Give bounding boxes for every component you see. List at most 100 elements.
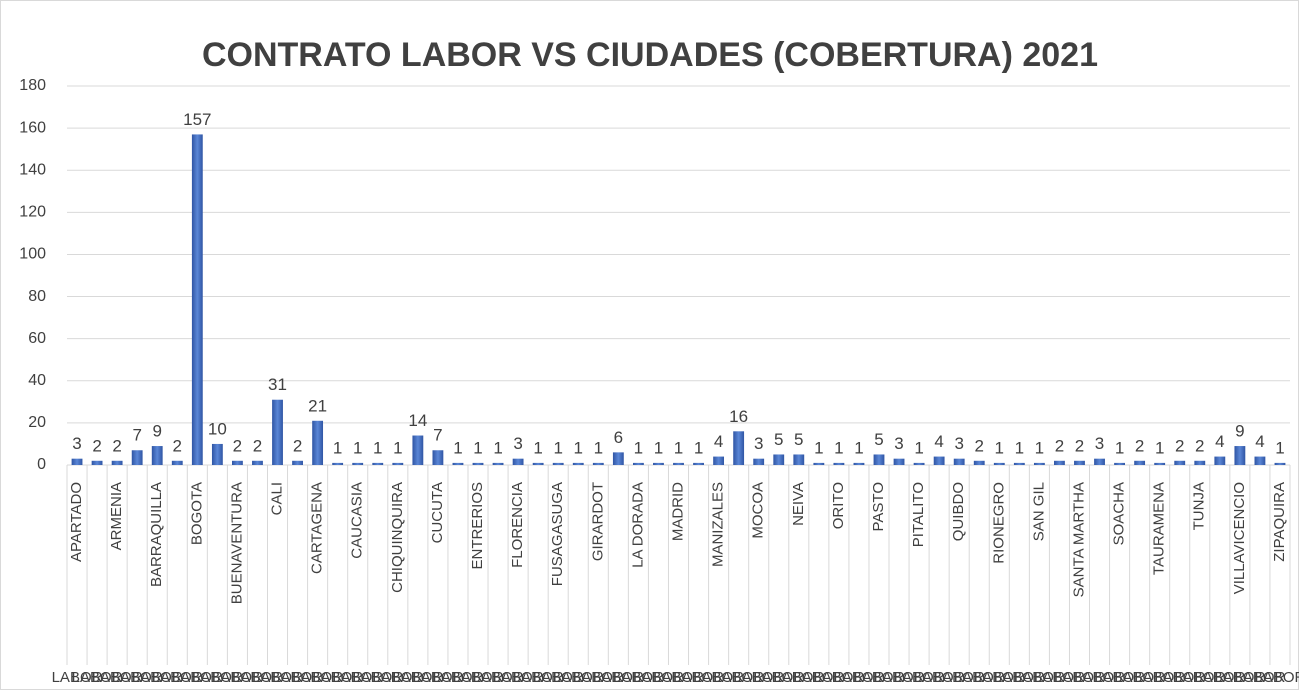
- x-tick-label: SOACHA: [1111, 482, 1128, 545]
- bar: [733, 431, 745, 465]
- group-label: LABOR: [272, 669, 323, 686]
- data-label: 1: [674, 438, 683, 457]
- bar: [211, 443, 223, 465]
- bar: [713, 456, 725, 465]
- data-label: 3: [754, 434, 763, 453]
- data-label: 7: [132, 426, 141, 445]
- x-tick-label: TAURAMENA: [1151, 482, 1168, 575]
- data-label: 10: [208, 419, 227, 438]
- group-label: LABOR: [453, 669, 504, 686]
- group-label: LABOR: [733, 669, 784, 686]
- group-label: LABOR: [613, 669, 664, 686]
- data-label: 1: [353, 438, 362, 457]
- data-label: 3: [1095, 434, 1104, 453]
- group-label: LABOR: [1255, 669, 1299, 686]
- group-label: LABOR: [753, 669, 804, 686]
- data-label: 1: [694, 438, 703, 457]
- group-label: LABOR: [834, 669, 885, 686]
- group-label: LABOR: [1034, 669, 1085, 686]
- group-label: LABOR: [593, 669, 644, 686]
- data-label: 9: [152, 422, 161, 441]
- bar: [1274, 462, 1286, 465]
- x-tick-label: PASTO: [870, 482, 887, 531]
- group-label: LABOR: [412, 669, 463, 686]
- x-tick-label: SANTA MARTHA: [1070, 482, 1087, 597]
- bar: [372, 462, 384, 465]
- x-tick-label: QUIBDO: [950, 482, 967, 541]
- data-label: 1: [594, 438, 603, 457]
- bar: [953, 458, 965, 465]
- bar: [91, 460, 103, 465]
- group-label: LABOR: [1014, 669, 1065, 686]
- bar: [1094, 458, 1105, 465]
- x-tick-label: CUCUTA: [429, 482, 446, 543]
- data-label: 4: [714, 432, 723, 451]
- x-tick-label: BOGOTA: [188, 482, 205, 545]
- group-label: LABOR: [172, 669, 223, 686]
- x-tick-label: MADRID: [669, 482, 686, 541]
- data-label: 1: [393, 438, 402, 457]
- x-tick-label: TUNJA: [1191, 482, 1208, 530]
- y-tick-label: 80: [28, 288, 46, 305]
- group-label: LABOR: [894, 669, 945, 686]
- group-label: LABOR: [392, 669, 443, 686]
- bar: [191, 134, 203, 465]
- y-tick-label: 40: [28, 372, 46, 389]
- data-label: 2: [173, 436, 182, 455]
- data-label: 2: [293, 436, 302, 455]
- bar: [292, 460, 303, 465]
- bar: [592, 462, 604, 465]
- y-tick-label: 120: [19, 204, 46, 221]
- bar: [412, 435, 424, 465]
- bar: [131, 450, 143, 465]
- bar: [312, 420, 324, 465]
- bar: [893, 458, 905, 465]
- bar: [452, 462, 464, 465]
- bar: [833, 462, 845, 465]
- bar: [632, 462, 644, 465]
- group-label: LABOR: [493, 669, 544, 686]
- x-tick-label: ORITO: [830, 482, 847, 529]
- x-tick-label: ARMENIA: [108, 482, 125, 550]
- data-label: 21: [308, 396, 327, 415]
- group-label: LABOR: [914, 669, 965, 686]
- bar: [532, 462, 544, 465]
- group-label: LABOR: [252, 669, 303, 686]
- group-label: LABOR: [212, 669, 263, 686]
- x-tick-label: ENTRERIOS: [469, 482, 486, 570]
- group-label: LABOR: [633, 669, 684, 686]
- bar: [653, 462, 664, 465]
- bar: [1214, 456, 1226, 465]
- bar: [252, 460, 263, 465]
- data-label: 3: [72, 434, 81, 453]
- bar: [1033, 462, 1045, 465]
- group-label: LABOR: [954, 669, 1005, 686]
- data-label: 4: [1215, 432, 1224, 451]
- bar: [1174, 460, 1186, 465]
- group-label: LABOR: [1094, 669, 1145, 686]
- group-label: LABOR: [332, 669, 383, 686]
- data-label: 16: [729, 407, 748, 426]
- data-label: 2: [1135, 436, 1144, 455]
- bar: [1194, 460, 1206, 465]
- group-label: LABOR: [132, 669, 183, 686]
- data-label: 2: [233, 436, 242, 455]
- bar: [1234, 446, 1246, 465]
- x-tick-label: RIONEGRO: [990, 482, 1007, 564]
- data-label: 1: [995, 438, 1004, 457]
- bar: [1054, 460, 1065, 465]
- y-tick-label: 180: [19, 77, 46, 94]
- bar: [1134, 460, 1146, 465]
- group-label: LABOR: [854, 669, 905, 686]
- data-label: 157: [183, 110, 211, 129]
- y-tick-label: 140: [19, 161, 46, 178]
- data-label: 5: [874, 430, 883, 449]
- x-tick-label: FLORENCIA: [509, 482, 526, 568]
- data-label: 1: [654, 438, 663, 457]
- group-label: LABOR: [92, 669, 143, 686]
- group-label: LABOR: [1154, 669, 1205, 686]
- group-label: LABOR: [1234, 669, 1285, 686]
- group-label: LABOR: [573, 669, 624, 686]
